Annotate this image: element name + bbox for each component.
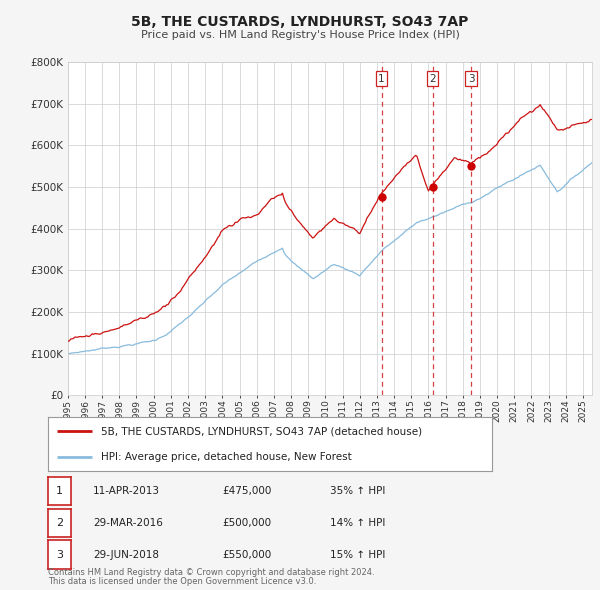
Text: 29-MAR-2016: 29-MAR-2016 [93, 518, 163, 527]
Text: 35% ↑ HPI: 35% ↑ HPI [330, 486, 385, 496]
Text: HPI: Average price, detached house, New Forest: HPI: Average price, detached house, New … [101, 453, 352, 462]
Text: 5B, THE CUSTARDS, LYNDHURST, SO43 7AP (detached house): 5B, THE CUSTARDS, LYNDHURST, SO43 7AP (d… [101, 426, 422, 436]
Text: 29-JUN-2018: 29-JUN-2018 [93, 550, 159, 559]
Text: 3: 3 [468, 74, 475, 84]
Text: £475,000: £475,000 [222, 486, 271, 496]
Text: 5B, THE CUSTARDS, LYNDHURST, SO43 7AP: 5B, THE CUSTARDS, LYNDHURST, SO43 7AP [131, 15, 469, 29]
Text: This data is licensed under the Open Government Licence v3.0.: This data is licensed under the Open Gov… [48, 578, 316, 586]
Text: 15% ↑ HPI: 15% ↑ HPI [330, 550, 385, 559]
Text: 1: 1 [378, 74, 385, 84]
Text: Price paid vs. HM Land Registry's House Price Index (HPI): Price paid vs. HM Land Registry's House … [140, 30, 460, 40]
Text: 2: 2 [429, 74, 436, 84]
Text: 14% ↑ HPI: 14% ↑ HPI [330, 518, 385, 527]
Text: 1: 1 [56, 486, 63, 496]
Text: 11-APR-2013: 11-APR-2013 [93, 486, 160, 496]
Text: 3: 3 [56, 550, 63, 559]
Text: £550,000: £550,000 [222, 550, 271, 559]
Text: £500,000: £500,000 [222, 518, 271, 527]
Text: 2: 2 [56, 518, 63, 527]
Text: Contains HM Land Registry data © Crown copyright and database right 2024.: Contains HM Land Registry data © Crown c… [48, 568, 374, 577]
